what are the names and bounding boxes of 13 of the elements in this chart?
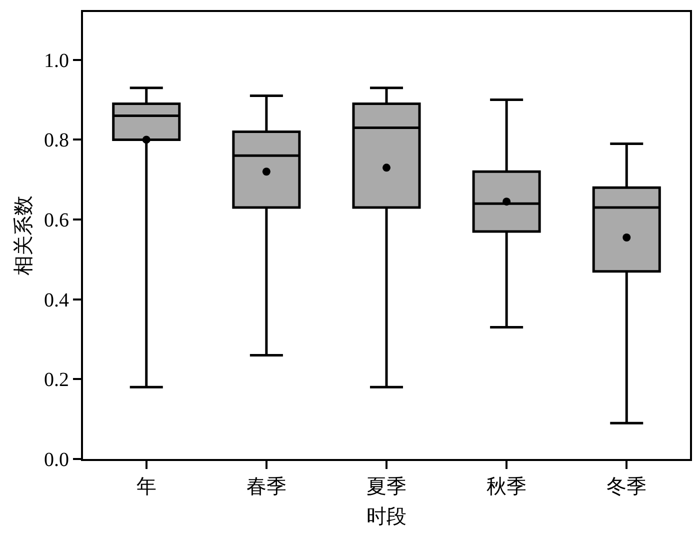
y-axis-title: 相关系数 — [13, 196, 35, 276]
y-tick-label: 0.8 — [44, 130, 69, 152]
y-tick-label: 0.6 — [44, 210, 69, 232]
x-tick-label: 年 — [136, 476, 156, 498]
x-axis-title: 时段 — [366, 506, 406, 528]
x-tick-label: 春季 — [246, 476, 286, 498]
y-tick-label: 0.2 — [44, 369, 69, 392]
y-tick-label: 0.0 — [44, 449, 69, 471]
y-tick-label: 0.4 — [44, 289, 69, 312]
x-tick-label: 冬季 — [606, 476, 647, 498]
x-tick-label: 秋季 — [486, 476, 527, 498]
y-tick-label: 1.0 — [44, 50, 69, 72]
x-tick-label: 夏季 — [366, 476, 406, 498]
